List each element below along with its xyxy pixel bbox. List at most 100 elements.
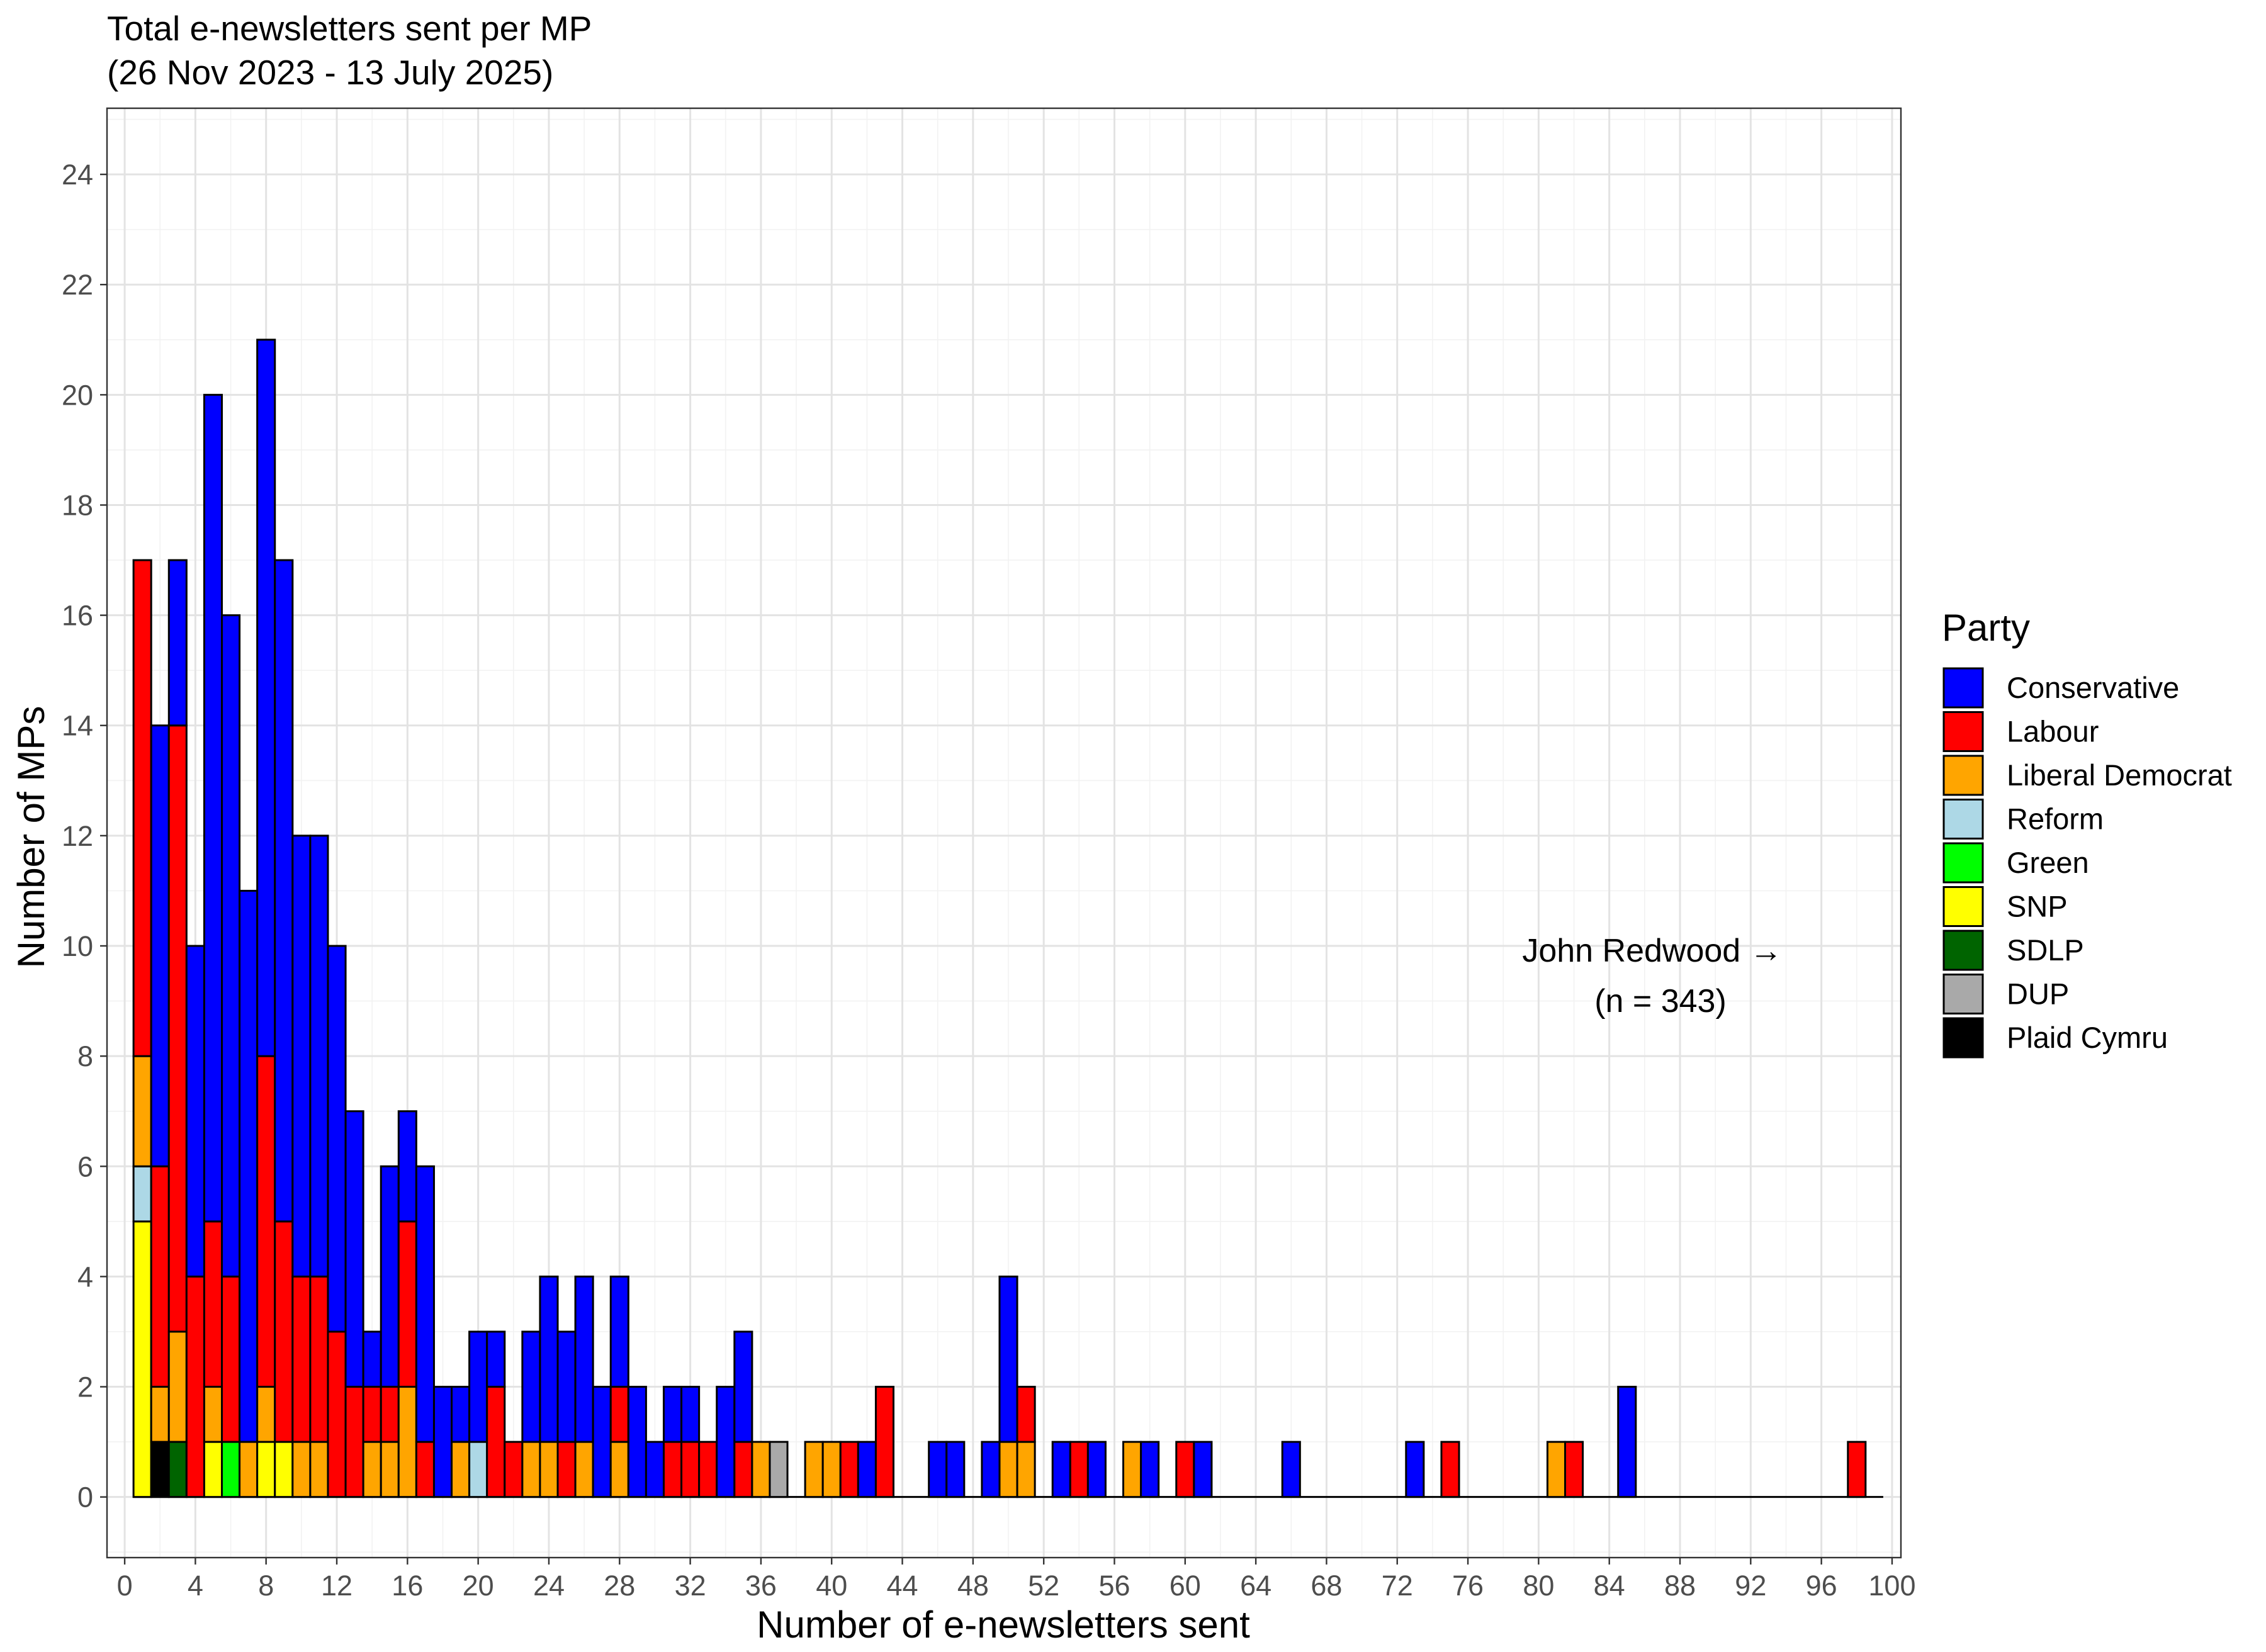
legend-label: SDLP — [2007, 933, 2084, 967]
legend-label: Plaid Cymru — [2007, 1021, 2168, 1054]
annotation-name: John Redwood → — [1522, 933, 1782, 969]
bar-segment — [733, 1330, 753, 1443]
legend-swatch — [1942, 667, 1984, 709]
bar-segment — [539, 1275, 559, 1443]
bar-segment — [150, 1386, 170, 1443]
bar-segment — [574, 1275, 594, 1443]
bar-segment — [556, 1330, 577, 1443]
chart-subtitle: (26 Nov 2023 - 13 July 2025) — [107, 53, 553, 92]
x-tick-label: 76 — [1452, 1570, 1484, 1602]
x-tick-label: 44 — [887, 1570, 918, 1602]
y-tick-label: 10 — [62, 930, 93, 962]
y-tick-label: 12 — [62, 820, 93, 852]
x-axis-title: Number of e-newsletters sent — [757, 1604, 1250, 1646]
bar-segment — [221, 614, 241, 1278]
x-tick-label: 92 — [1735, 1570, 1766, 1602]
bar-segment — [256, 339, 276, 1057]
y-tick-label: 22 — [62, 269, 93, 301]
bar-segment — [1140, 1441, 1160, 1498]
y-tick-label: 14 — [62, 710, 93, 742]
legend-label: Green — [2007, 846, 2089, 879]
bar-segment — [874, 1386, 895, 1498]
bar-segment — [415, 1441, 435, 1498]
legend-label: DUP — [2007, 977, 2069, 1011]
bar-segment — [309, 834, 329, 1278]
bar-segment — [150, 1441, 170, 1498]
bar-segment — [221, 1275, 241, 1443]
legend-label: Conservative — [2007, 671, 2179, 704]
annotation-count: (n = 343) — [1594, 983, 1727, 1020]
bar-segment — [291, 1441, 312, 1498]
bar-segment — [1281, 1441, 1301, 1498]
bar-segment — [609, 1386, 629, 1443]
bar-segment — [1440, 1441, 1460, 1498]
bar-segment — [309, 1275, 329, 1443]
x-axis: 0 4 8 12 16 20 24 28 32 36 40 44 48 52 56 60 64 68 72 76 80 8… — [117, 1558, 1916, 1602]
bar-segment — [327, 945, 347, 1333]
bar-segment — [397, 1386, 417, 1498]
legend-label: Liberal Democrat — [2007, 758, 2232, 792]
bar-segment — [804, 1441, 824, 1498]
x-tick-label: 68 — [1311, 1570, 1342, 1602]
bar-segment — [185, 1275, 205, 1498]
bar-segment — [415, 1165, 435, 1443]
bar-segment — [432, 1386, 453, 1498]
bar-segment — [609, 1275, 629, 1388]
bar-segment — [1193, 1441, 1213, 1498]
bar-segment — [344, 1110, 364, 1388]
y-tick-label: 2 — [77, 1371, 93, 1403]
bar-segment — [397, 1110, 417, 1223]
bar-segment — [1847, 1441, 1867, 1498]
chart-title: Total e-newsletters sent per MP — [107, 9, 592, 48]
bar-segment — [132, 1165, 152, 1223]
bar-segment — [167, 559, 188, 727]
bar-segment — [203, 393, 223, 1223]
x-tick-label: 4 — [188, 1570, 203, 1602]
bar-segment — [274, 559, 294, 1223]
bar-segment — [167, 1330, 188, 1443]
bar-segment — [521, 1441, 541, 1498]
bar-segment — [521, 1330, 541, 1443]
bar-segment — [132, 559, 152, 1057]
bar-segment — [150, 1165, 170, 1388]
bar-segment — [274, 1441, 294, 1498]
y-tick-label: 6 — [77, 1150, 93, 1183]
bar-segment — [274, 1220, 294, 1443]
x-tick-label: 36 — [745, 1570, 777, 1602]
bar-segment — [627, 1386, 647, 1498]
bar-segment — [1546, 1441, 1567, 1498]
bar-segment — [592, 1386, 612, 1498]
bar-segment — [1405, 1441, 1425, 1498]
bar-segment — [239, 889, 259, 1443]
x-tick-label: 12 — [321, 1570, 352, 1602]
bar-segment — [556, 1441, 577, 1498]
bar-segment — [1175, 1441, 1195, 1498]
bar-segment — [769, 1441, 789, 1498]
bar-segment — [185, 945, 205, 1278]
bar-segment — [645, 1441, 665, 1498]
bar-segment — [504, 1441, 524, 1498]
bar-segment — [539, 1441, 559, 1498]
x-tick-label: 60 — [1170, 1570, 1201, 1602]
bar-segment — [998, 1275, 1018, 1443]
bar-segment — [751, 1441, 771, 1498]
legend: Party Conservative Labour Liberal Democrat… — [1942, 607, 2232, 1059]
bar-segment — [821, 1441, 842, 1498]
bar-segment — [468, 1441, 488, 1498]
x-tick-label: 52 — [1028, 1570, 1059, 1602]
bar-segment — [1617, 1386, 1637, 1498]
bar-segment — [256, 1055, 276, 1388]
bar-segment — [132, 1055, 152, 1167]
legend-label: SNP — [2007, 890, 2068, 923]
bar-segment — [928, 1441, 948, 1498]
bar-segment — [221, 1441, 241, 1498]
bar-segment — [167, 1441, 188, 1498]
bar-segment — [1086, 1441, 1107, 1498]
x-tick-label: 88 — [1664, 1570, 1696, 1602]
bar-segment — [291, 834, 312, 1278]
bar-segment — [256, 1441, 276, 1498]
x-tick-label: 20 — [463, 1570, 494, 1602]
bar-segment — [451, 1386, 471, 1443]
bar-segment — [327, 1330, 347, 1498]
legend-swatch — [1942, 711, 1984, 752]
